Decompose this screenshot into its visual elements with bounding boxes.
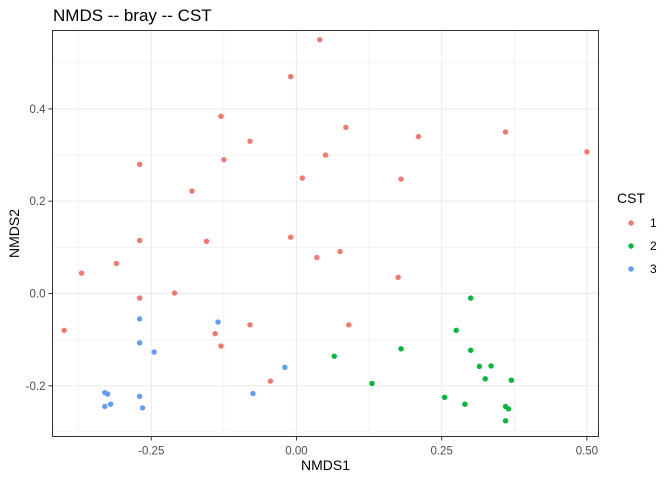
data-point: [505, 406, 512, 412]
data-point: [282, 364, 288, 370]
legend: CST 1 2 3: [617, 190, 657, 276]
plot-background: [52, 30, 599, 437]
x-tick-label: -0.25: [138, 446, 164, 458]
x-tick-label: 0.25: [430, 446, 452, 458]
x-axis-title: NMDS1: [301, 457, 350, 473]
x-tick-label: 0.50: [576, 446, 598, 458]
data-point: [346, 322, 352, 328]
x-axis-ticks: -0.25 0.00 0.25 0.50: [138, 436, 598, 458]
data-point: [247, 138, 253, 144]
data-point: [476, 363, 483, 370]
data-point: [218, 343, 224, 349]
data-point: [331, 353, 337, 359]
legend-items: 1 2 3: [628, 216, 657, 276]
data-point: [250, 390, 256, 397]
minor-gridlines: [52, 30, 599, 437]
data-point: [369, 380, 375, 387]
data-point: [502, 129, 509, 135]
legend-item: 1: [628, 216, 657, 230]
chart-title: NMDS -- bray -- CST: [53, 6, 212, 25]
data-point: [104, 391, 111, 397]
major-gridlines: [52, 30, 599, 437]
data-point: [151, 349, 157, 355]
data-points: [61, 37, 590, 424]
data-point: [462, 401, 468, 407]
legend-item: 3: [628, 262, 657, 276]
y-tick-label: 0.4: [30, 104, 47, 116]
data-point: [584, 149, 590, 155]
legend-label: 1: [650, 216, 657, 230]
data-point: [136, 161, 143, 167]
data-point: [267, 378, 274, 384]
data-point: [508, 377, 515, 383]
legend-key: [628, 266, 634, 272]
y-tick-label: 0.2: [30, 196, 46, 208]
data-point: [502, 418, 509, 424]
x-tick-label: 0.00: [285, 446, 307, 458]
data-point: [398, 346, 404, 352]
data-point: [203, 238, 210, 245]
data-point: [316, 37, 323, 43]
data-point: [468, 347, 474, 353]
data-point: [61, 327, 67, 334]
data-point: [212, 330, 218, 337]
data-point: [136, 393, 143, 400]
data-point: [136, 295, 143, 301]
data-point: [136, 340, 143, 346]
series-cst-3: [102, 316, 288, 411]
y-axis-title: NMDS2: [6, 209, 22, 258]
data-point: [287, 73, 294, 80]
data-point: [189, 188, 195, 194]
y-tick-label: 0.0: [30, 288, 46, 300]
data-point: [441, 394, 448, 400]
y-tick-label: -0.2: [26, 381, 46, 393]
plot-border: [52, 30, 599, 437]
data-point: [139, 405, 146, 411]
data-point: [322, 152, 329, 158]
data-point: [287, 234, 294, 240]
data-point: [468, 295, 474, 301]
data-point: [78, 270, 85, 276]
legend-key: [628, 220, 634, 226]
data-point: [247, 322, 253, 328]
plot-panel: [52, 30, 599, 437]
data-point: [215, 319, 221, 325]
data-point: [113, 260, 120, 267]
legend-label: 3: [650, 262, 657, 276]
series-cst-1: [61, 37, 590, 384]
data-point: [136, 316, 143, 322]
data-point: [221, 156, 227, 163]
data-point: [171, 290, 178, 296]
data-point: [218, 113, 224, 120]
data-point: [415, 133, 422, 140]
data-point: [488, 363, 494, 369]
series-cst-2: [331, 295, 515, 424]
data-point: [398, 176, 404, 182]
data-point: [453, 327, 459, 334]
data-point: [482, 376, 488, 382]
legend-item: 2: [628, 239, 657, 253]
data-point: [337, 248, 343, 255]
legend-label: 2: [650, 239, 657, 253]
data-point: [299, 175, 305, 181]
data-point: [102, 403, 108, 410]
legend-title: CST: [617, 190, 645, 206]
data-point: [136, 237, 143, 244]
data-point: [395, 274, 401, 281]
data-point: [314, 254, 320, 261]
data-point: [107, 401, 114, 407]
legend-key: [628, 243, 634, 249]
data-point: [343, 124, 349, 131]
y-axis-ticks: -0.2 0.0 0.2 0.4: [26, 104, 53, 393]
